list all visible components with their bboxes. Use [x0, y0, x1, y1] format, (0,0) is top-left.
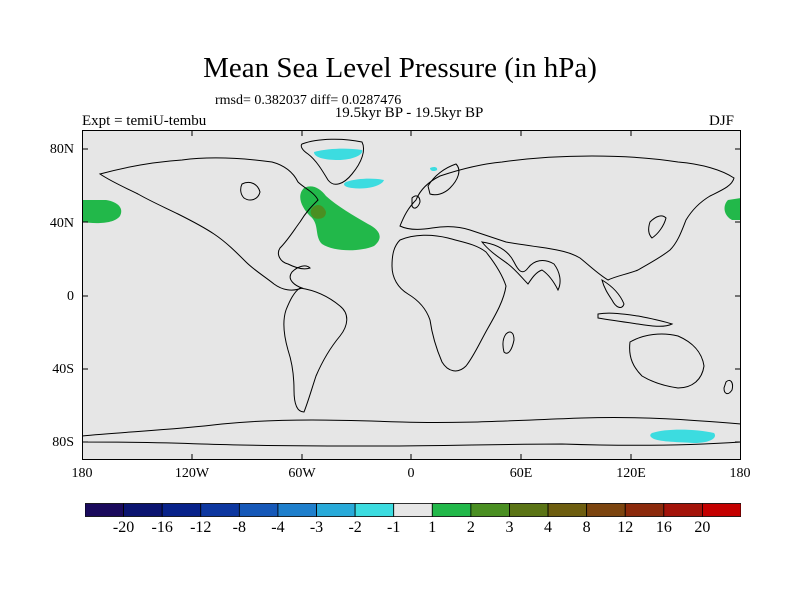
coastline-antarctica	[82, 416, 741, 447]
coastline-indonesia	[597, 312, 674, 327]
colorbar-swatch	[393, 503, 433, 517]
negative-anomaly-greenland-east	[344, 178, 384, 189]
lon-label-180e: 180	[729, 466, 751, 481]
lon-label-180w: 180	[71, 466, 93, 481]
stats-text: rmsd= 0.382037 diff= 0.0287476	[215, 93, 402, 108]
coastlines	[82, 138, 741, 447]
colorbar-label: -2	[348, 519, 362, 536]
world-map	[82, 130, 741, 460]
negative-anomaly-greenland-north	[314, 148, 363, 160]
colorbar-swatch	[624, 503, 665, 517]
coastline-australia	[629, 333, 705, 389]
colorbar-swatch	[702, 503, 741, 517]
coastline-north-america	[98, 157, 319, 291]
negative-anomaly-iceland-small	[430, 166, 438, 172]
colorbar-label: -8	[232, 519, 246, 536]
positive-anomaly-atlantic	[300, 186, 380, 251]
coastline-southeast-asia	[601, 278, 625, 308]
lat-label-80s: 80S	[52, 435, 74, 450]
coastline-japan	[648, 215, 667, 239]
season-label: DJF	[709, 113, 735, 129]
colorbar-swatch	[586, 503, 626, 517]
colorbar-label: 16	[655, 519, 672, 536]
map-ticks	[82, 130, 741, 460]
coastline-arabia-india	[480, 241, 561, 292]
colorbar-label: -16	[151, 519, 173, 536]
colorbar-label: -3	[309, 519, 324, 536]
colorbar-label: 12	[617, 519, 634, 536]
negative-anomaly-antarctic	[650, 429, 716, 443]
lat-label-80n: 80N	[49, 142, 74, 157]
positive-anomaly-newfoundland-core	[310, 205, 326, 219]
colorbar-swatch	[161, 503, 202, 517]
colorbar-swatch	[547, 503, 588, 517]
lon-label-60w: 60W	[288, 466, 316, 481]
colorbar-label: -12	[190, 519, 212, 536]
colorbar-label: 20	[694, 519, 711, 536]
coastline-africa	[391, 234, 507, 372]
pressure-anomaly-shading	[82, 148, 741, 443]
subtitle: 19.5kyr BP - 19.5kyr BP	[334, 105, 484, 121]
coastline-hudson-bay	[240, 181, 261, 201]
colorbar-swatch	[123, 503, 163, 517]
colorbar-swatch	[470, 503, 510, 517]
colorbar-label: -4	[271, 519, 285, 536]
colorbar-label: 1	[428, 519, 437, 536]
coastline-scandinavia	[427, 163, 460, 196]
colorbar-swatch	[509, 503, 549, 517]
lat-label-40s: 40S	[52, 362, 74, 377]
colorbar-swatch	[316, 503, 356, 517]
lon-label-120w: 120W	[174, 466, 210, 481]
coastline-new-zealand	[723, 379, 733, 395]
colorbar-swatch	[277, 503, 317, 517]
lat-label-eq: 0	[67, 289, 74, 304]
colorbar-label: -20	[112, 519, 135, 536]
lon-label-0: 0	[407, 466, 415, 481]
colorbar-label: 8	[582, 519, 591, 536]
colorbar-swatch	[238, 503, 279, 517]
lon-label-120e: 120E	[616, 466, 646, 481]
lon-label-60e: 60E	[509, 466, 533, 481]
colorbar-swatch	[354, 503, 395, 517]
positive-anomaly-pacific-east	[724, 198, 741, 220]
coastline-british-isles	[411, 195, 421, 209]
colorbar-swatch	[200, 503, 240, 517]
experiment-label: Expt = temiU-tembu	[82, 113, 207, 129]
colorbar-label: 3	[505, 519, 514, 536]
colorbar-label: 4	[544, 519, 553, 536]
positive-anomaly-pacific-west	[82, 200, 122, 224]
coastline-madagascar	[502, 331, 515, 354]
map-background	[82, 130, 741, 460]
lat-label-40n: 40N	[49, 216, 74, 231]
coastline-europe-asia	[399, 155, 735, 281]
colorbar-swatch	[85, 503, 124, 517]
colorbar-swatch	[663, 503, 703, 517]
colorbar-swatch	[431, 503, 472, 517]
colorbar	[85, 503, 741, 517]
coastline-greenland	[300, 138, 365, 185]
colorbar-label: 2	[466, 519, 475, 536]
colorbar-label: -1	[387, 519, 401, 536]
map-title: Mean Sea Level Pressure (in hPa)	[203, 52, 597, 84]
coastline-south-america	[283, 287, 348, 413]
